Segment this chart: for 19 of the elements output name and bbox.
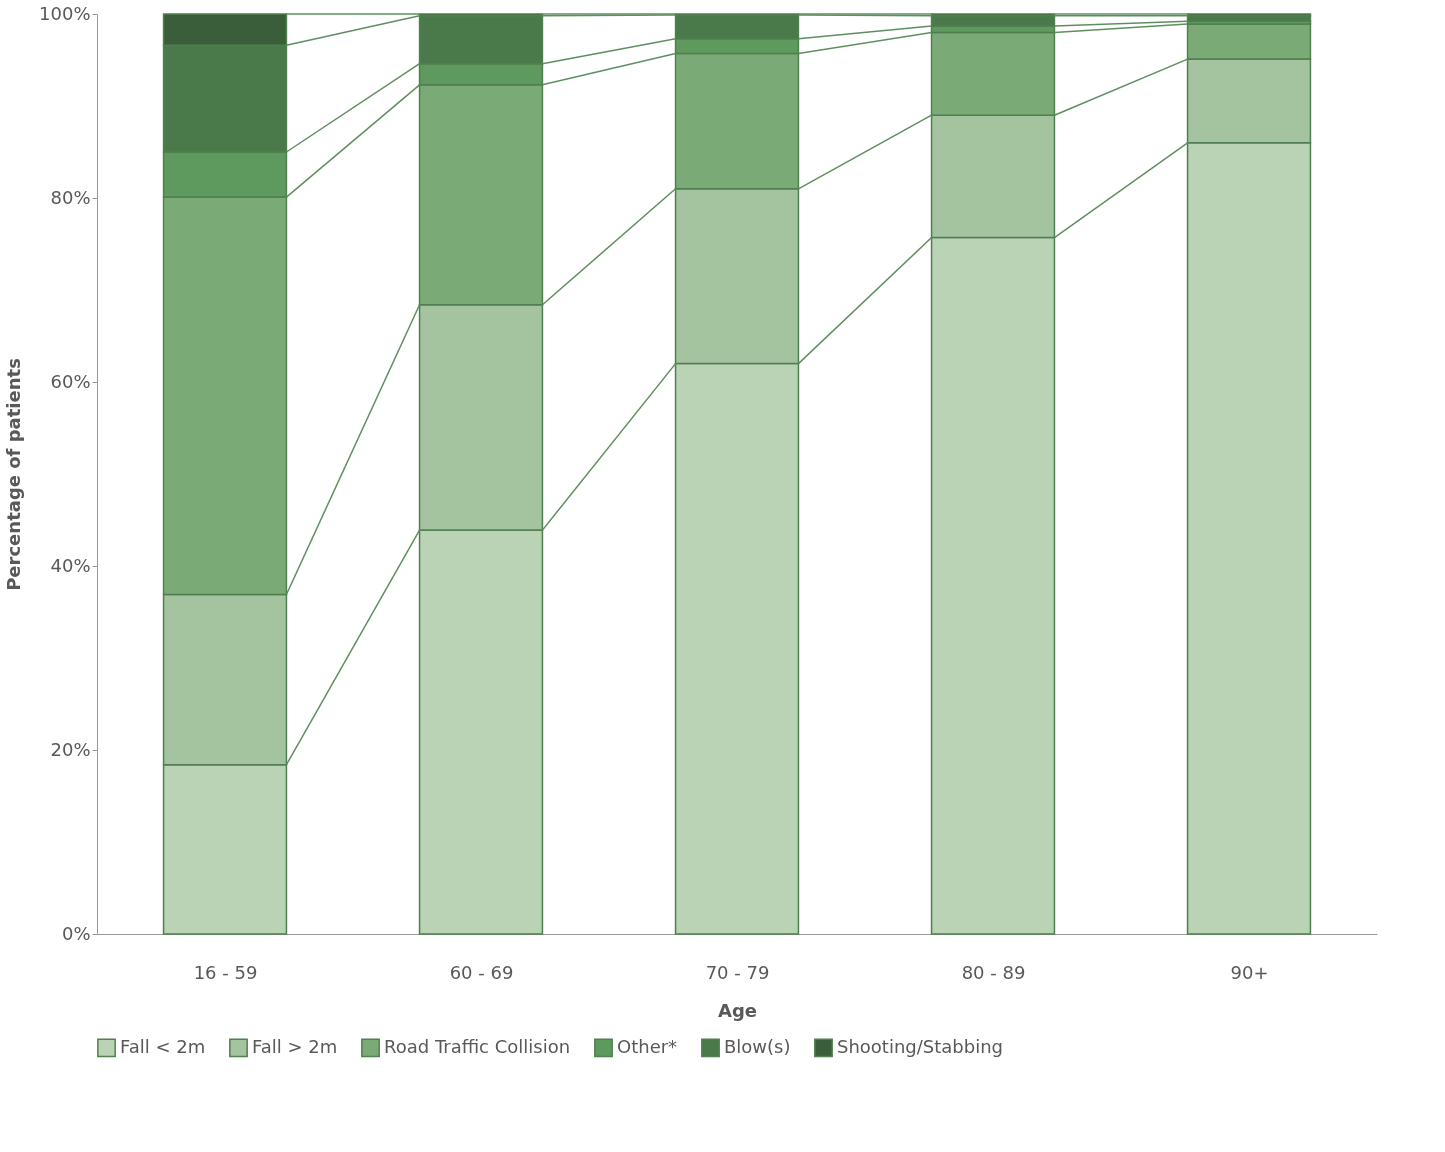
y-axis-title: Percentage of patients [3, 358, 25, 591]
y-tick-label: 0% [61, 922, 91, 944]
y-tick-label: 60% [50, 370, 91, 392]
x-tick-label: 90+ [1230, 961, 1269, 983]
y-tick-label: 100% [39, 2, 91, 24]
x-axis-title: Age [717, 999, 758, 1021]
y-tick-label: 40% [50, 554, 91, 576]
legend-label: Fall < 2m [120, 1035, 206, 1057]
legend-label: Shooting/Stabbing [837, 1035, 1004, 1057]
x-tick-label: 70 - 79 [705, 961, 770, 983]
legend-label: Road Traffic Collision [384, 1035, 571, 1057]
x-tick-label: 16 - 59 [193, 961, 258, 983]
x-tick-label: 60 - 69 [449, 961, 514, 983]
x-tick-label: 80 - 89 [961, 961, 1026, 983]
legend-label: Fall > 2m [252, 1035, 338, 1057]
y-tick-label: 80% [50, 186, 91, 208]
y-tick-label: 20% [50, 738, 91, 760]
legend-label: Blow(s) [724, 1035, 791, 1057]
legend-label: Other* [617, 1035, 678, 1057]
